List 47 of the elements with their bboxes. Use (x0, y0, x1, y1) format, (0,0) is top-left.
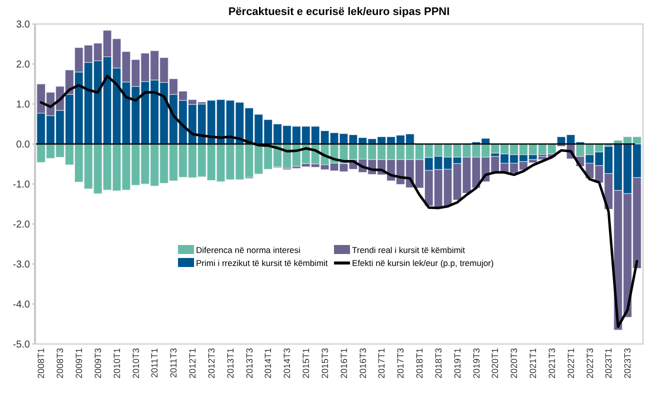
x-tick-label: 2021T3 (546, 348, 557, 379)
y-tick-label: -4.0 (12, 300, 30, 310)
y-tick-label: 0.0 (16, 140, 30, 150)
x-tick-label: 2019T3 (471, 348, 482, 379)
x-tick-label: 2010T3 (130, 348, 141, 379)
legend-label: Trendi real i kursit të këmbimit (352, 244, 466, 255)
x-tick-label: 2018T3 (433, 348, 444, 379)
x-tick-label: 2012T3 (206, 348, 216, 379)
x-tick-label: 2013T3 (244, 348, 254, 379)
x-tick-label: 2017T1 (376, 348, 387, 379)
x-tick-label: 2015T1 (301, 348, 312, 379)
x-tick-label: 2014T3 (282, 348, 292, 379)
y-tick-label: -5.0 (12, 340, 30, 350)
legend-label: Diferenca në norma interesi (196, 244, 301, 255)
y-tick-label: -2.0 (12, 220, 30, 230)
y-tick-label: 3.0 (16, 20, 30, 30)
x-tick-label: 2017T3 (396, 348, 406, 379)
x-tick-label: 2012T1 (188, 348, 198, 379)
legend-label: Efekti në kursin lek/eur (p.p, tremujor) (352, 258, 494, 268)
chart-title: Përcaktuesit e ecurisë lek/euro sipas PPNI (228, 6, 450, 18)
x-tick-label: 2009T1 (74, 348, 84, 379)
x-tick-label: 2022T3 (584, 348, 595, 379)
legend-label: Primi i rrezikut të kursit të këmbimit (196, 258, 328, 268)
y-tick-label: 2.0 (16, 60, 30, 70)
x-tick-label: 2009T3 (92, 348, 103, 379)
x-tick-label: 2014T1 (263, 348, 274, 379)
line-series (40, 74, 638, 328)
x-tick-label: 2018T1 (414, 348, 425, 379)
y-tick-label: -1.0 (12, 180, 30, 190)
x-tick-label: 2023T1 (604, 348, 614, 379)
x-tick-label: 2013T1 (225, 348, 236, 379)
x-tick-label: 2020T1 (490, 348, 500, 379)
x-tick-label: 2010T1 (112, 348, 122, 379)
x-tick-label: 2008T3 (55, 348, 66, 379)
x-tick-label: 2015T3 (320, 348, 330, 379)
x-tick-label: 2008T1 (36, 348, 46, 379)
x-tick-label: 2020T3 (509, 348, 520, 379)
x-tick-label: 2022T1 (566, 348, 576, 379)
x-tick-label: 2016T1 (338, 348, 349, 379)
x-tick-label: 2011T1 (150, 348, 160, 378)
x-tick-label: 2021T1 (528, 348, 538, 379)
x-tick-label: 2016T3 (358, 348, 368, 379)
x-tick-label: 2011T3 (168, 348, 179, 378)
y-tick-label: -3.0 (12, 260, 30, 270)
x-tick-label: 2023T3 (622, 348, 633, 379)
y-tick-label: 1.0 (16, 100, 30, 110)
x-tick-label: 2019T1 (452, 348, 462, 379)
